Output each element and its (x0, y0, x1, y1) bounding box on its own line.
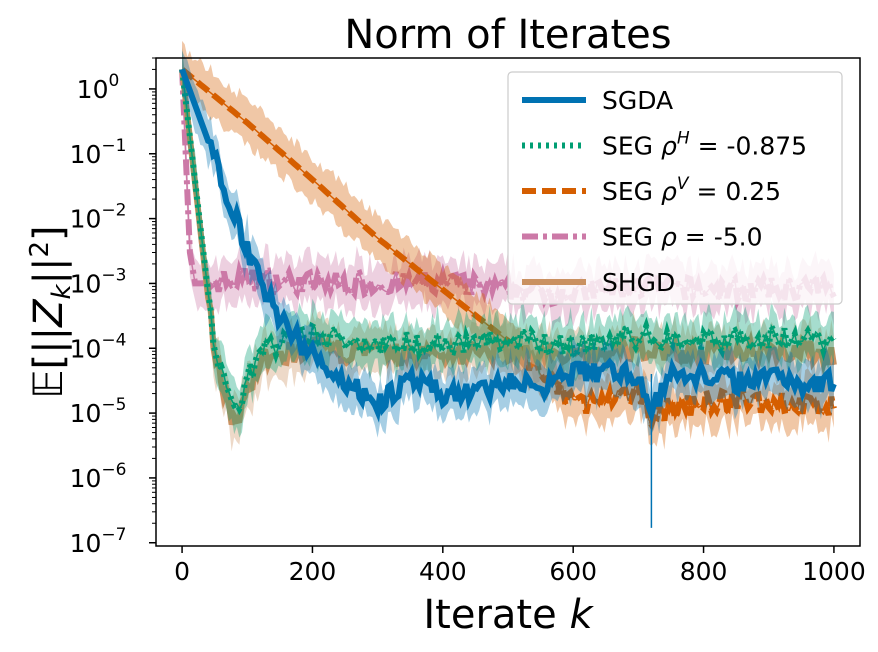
y-tick-label: 10−5 (70, 395, 127, 428)
y-tick-label: 10−1 (70, 136, 127, 169)
legend: SGDA SEG ρH = -0.875 SEG ρV = 0.25 SEG ρ = … (507, 71, 843, 305)
x-tick-label: 400 (419, 557, 467, 586)
legend-label: SGDA (602, 86, 673, 115)
x-axis-label-var: k (569, 592, 594, 638)
x-axis-ticks: 0 200 400 600 800 1000 (174, 546, 866, 586)
axes-frame (155, 57, 861, 547)
legend-label: SEG ρH = -0.875 (602, 129, 807, 161)
y-tick-label: 10−4 (70, 330, 127, 363)
x-tick-label: 0 (174, 557, 190, 586)
x-tick-label: 1000 (802, 557, 866, 586)
y-axis-label: 𝔼[||Zk||2] (25, 225, 77, 398)
legend-label: SEG ρV = 0.25 (602, 174, 781, 206)
y-axis-ticks: 100 10−1 10−2 10−3 10−4 10−5 10−6 10−7 (70, 57, 156, 558)
x-tick-label: 800 (680, 557, 728, 586)
x-axis-label: Iterate k (423, 592, 594, 638)
y-tick-label: 10−3 (70, 265, 127, 298)
x-tick-label: 600 (549, 557, 597, 586)
legend-label: SHGD (602, 268, 675, 297)
y-tick-label: 100 (77, 71, 120, 104)
series-line (179, 68, 837, 425)
y-tick-label: 10−6 (70, 460, 127, 493)
series-band (182, 48, 834, 438)
y-tick-label: 10−2 (70, 201, 127, 234)
chart-title: Norm of Iterates (344, 12, 671, 58)
y-tick-label: 10−7 (70, 525, 127, 558)
y-axis-label-text: 𝔼[||Zk||2] (25, 225, 77, 398)
x-axis-label-text: Iterate (423, 592, 569, 638)
legend-label: SEG ρ = -5.0 (602, 223, 762, 252)
legend-box (507, 71, 843, 305)
x-tick-label: 200 (289, 557, 337, 586)
